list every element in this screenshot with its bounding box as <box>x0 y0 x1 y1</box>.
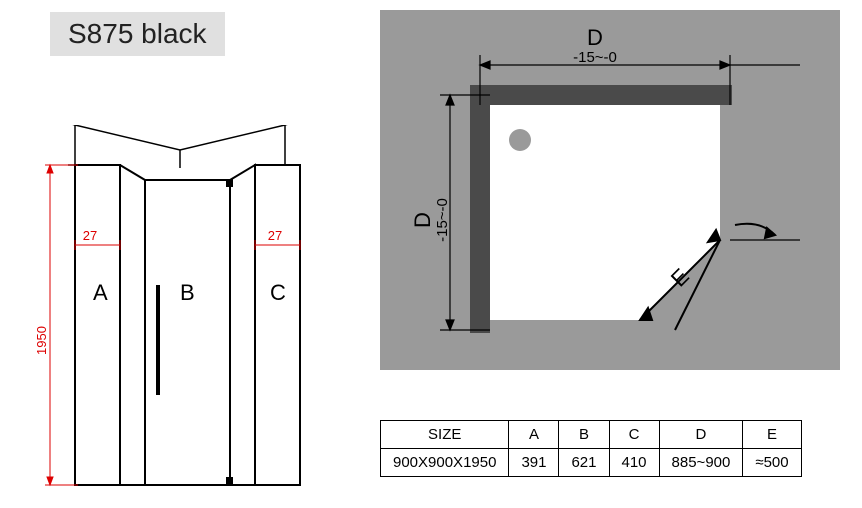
panel-b-label: B <box>180 280 195 305</box>
plan-view: D -15~-0 D -15~-0 E <box>380 10 840 370</box>
elevation-drawing: 1950 27 27 A B C <box>30 125 330 495</box>
table-row: 900X900X1950 391 621 410 885~900 ≈500 <box>381 449 802 477</box>
table-header-row: SIZE A B C D E <box>381 421 802 449</box>
td-a: 391 <box>509 449 559 477</box>
left-offset-dim: 27 <box>83 228 97 243</box>
dim-d-left: D <box>410 212 435 228</box>
th-c: C <box>609 421 659 449</box>
range-top: -15~-0 <box>573 49 617 66</box>
product-title: S875 black <box>50 12 225 56</box>
td-size: 900X900X1950 <box>381 449 509 477</box>
td-c: 410 <box>609 449 659 477</box>
th-e: E <box>743 421 801 449</box>
th-b: B <box>559 421 609 449</box>
height-dim: 1950 <box>34 326 49 355</box>
panel-c-label: C <box>270 280 286 305</box>
td-b: 621 <box>559 449 609 477</box>
td-d: 885~900 <box>659 449 743 477</box>
range-left: -15~-0 <box>434 198 451 242</box>
right-offset-dim: 27 <box>268 228 282 243</box>
th-size: SIZE <box>381 421 509 449</box>
dim-d-top: D <box>587 25 603 50</box>
td-e: ≈500 <box>743 449 801 477</box>
th-d: D <box>659 421 743 449</box>
dimension-table: SIZE A B C D E 900X900X1950 391 621 410 … <box>380 420 802 477</box>
th-a: A <box>509 421 559 449</box>
panel-a-label: A <box>93 280 108 305</box>
